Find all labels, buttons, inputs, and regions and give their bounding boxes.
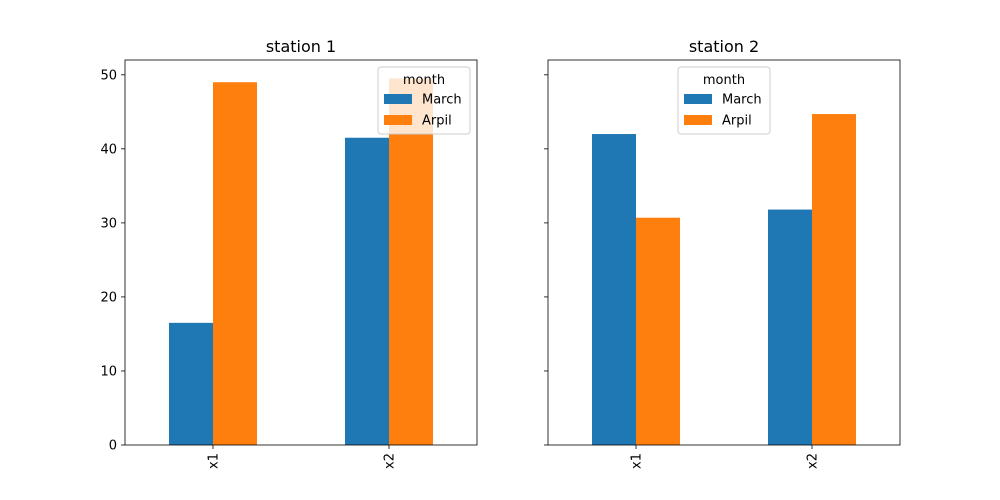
legend-title: month: [403, 73, 445, 88]
bar-arpil-x2: [389, 78, 433, 445]
y-tick-label: 10: [100, 364, 117, 379]
y-tick-label: 50: [100, 68, 117, 83]
legend-label-arpil: Arpil: [422, 114, 452, 129]
x-tick-label: x2: [806, 453, 821, 469]
bar-arpil-x1: [636, 217, 680, 445]
bar-march-x2: [768, 209, 812, 445]
x-tick-label: x1: [207, 453, 222, 469]
legend-label-arpil: Arpil: [722, 114, 752, 129]
plot-frame: [547, 59, 901, 446]
y-tick-label: 30: [100, 216, 117, 231]
chart-title: station 1: [266, 37, 336, 56]
legend-swatch-arpil: [384, 115, 412, 125]
x-tick-label: x2: [383, 453, 398, 469]
legend-title: month: [703, 73, 745, 88]
bar-arpil-x2: [812, 114, 856, 445]
y-tick-label: 0: [109, 439, 117, 454]
plot-frame: [124, 59, 478, 446]
x-tick-label: x1: [630, 453, 645, 469]
legend-label-march: March: [722, 93, 762, 108]
bar-march-x2: [345, 137, 389, 445]
bar-march-x1: [169, 322, 213, 445]
legend-swatch-march: [684, 94, 712, 104]
y-tick-label: 20: [100, 290, 117, 305]
legend-label-march: March: [422, 93, 462, 108]
chart-title: station 2: [689, 37, 759, 56]
bar-march-x1: [592, 134, 636, 446]
bar-arpil-x1: [213, 82, 257, 445]
legend-swatch-arpil: [684, 115, 712, 125]
y-tick-label: 40: [100, 142, 117, 157]
legend-swatch-march: [384, 94, 412, 104]
